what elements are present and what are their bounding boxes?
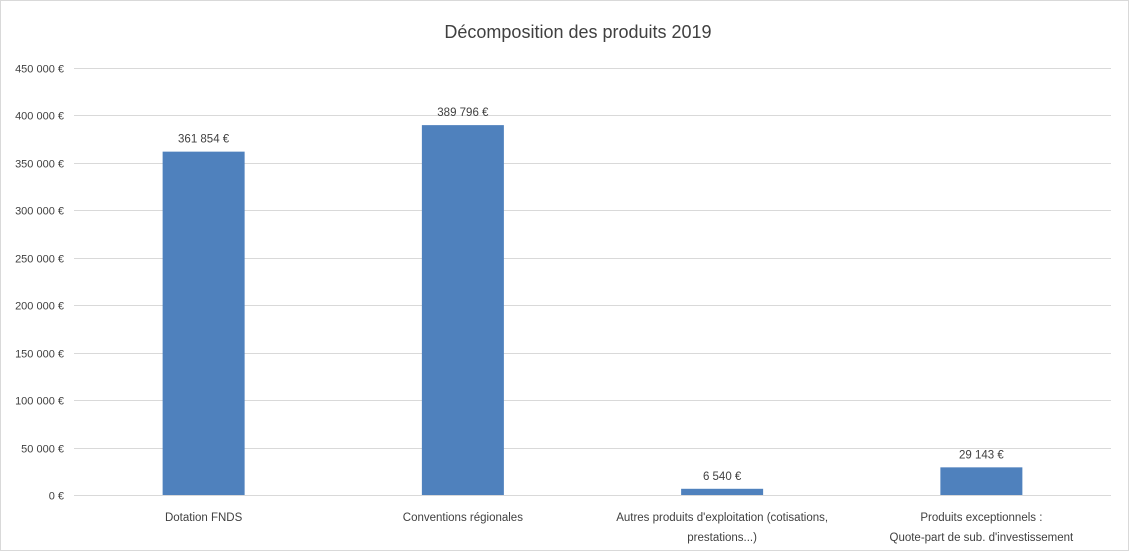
chart-title: Décomposition des produits 2019 <box>444 22 711 42</box>
data-label: 389 796 € <box>437 107 489 119</box>
data-label: 29 143 € <box>959 449 1004 461</box>
x-category-label-line: Autres produits d'exploitation (cotisati… <box>616 512 828 524</box>
x-category-label: Autres produits d'exploitation (cotisati… <box>616 512 828 544</box>
y-tick-label: 150 000 € <box>15 349 64 361</box>
x-category-label-line: Produits exceptionnels : <box>920 512 1042 524</box>
bar <box>421 125 504 496</box>
bars <box>162 125 1023 496</box>
bar <box>940 467 1023 495</box>
y-tick-label: 450 000 € <box>15 64 64 76</box>
x-category-label: Conventions régionales <box>403 512 523 524</box>
y-tick-label: 250 000 € <box>15 254 64 266</box>
y-tick-label: 200 000 € <box>15 301 64 313</box>
y-tick-label: 400 000 € <box>15 111 64 123</box>
x-category-label-line: Quote-part de sub. d'investissement <box>890 532 1075 544</box>
x-category-label: Produits exceptionnels : Quote-part de su… <box>890 512 1075 544</box>
bar <box>162 151 245 496</box>
x-category-label: Dotation FNDS <box>165 512 243 524</box>
data-labels: 361 854 € 389 796 € 6 540 € 29 143 € <box>178 107 1004 483</box>
x-category-label-line: Dotation FNDS <box>165 512 243 524</box>
x-category-label-line: prestations...) <box>687 532 757 544</box>
y-tick-label: 50 000 € <box>21 444 64 456</box>
data-label: 361 854 € <box>178 134 230 146</box>
y-tick-label: 100 000 € <box>15 396 64 408</box>
x-category-label-line: Conventions régionales <box>403 512 523 524</box>
x-axis-category-labels: Dotation FNDS Conventions régionales Autre… <box>165 512 1074 544</box>
data-label: 6 540 € <box>703 471 742 483</box>
y-tick-label: 300 000 € <box>15 206 64 218</box>
gridlines <box>74 68 1111 496</box>
y-tick-label: 350 000 € <box>15 159 64 171</box>
bar <box>681 488 764 495</box>
y-tick-label: 0 € <box>49 491 64 503</box>
y-axis-tick-labels: 0 € 50 000 € 100 000 € 150 000 € 200 000 € 25… <box>15 64 64 503</box>
